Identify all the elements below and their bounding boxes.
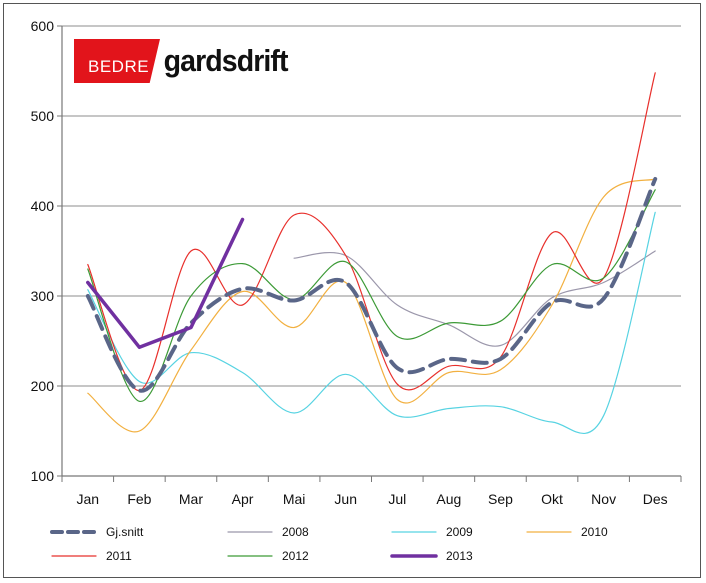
x-tick-label: Jul	[388, 491, 406, 507]
series-line-2008	[293, 250, 656, 347]
x-tick-label: Jun	[334, 491, 357, 507]
y-tick-label: 600	[31, 18, 55, 34]
logo-wordmark: gardsdrift	[163, 43, 289, 78]
series-line-2012	[87, 189, 656, 402]
logo: BEDRE gardsdrift	[74, 39, 299, 83]
x-tick-label: Des	[643, 491, 668, 507]
axes	[57, 25, 682, 482]
legend: Gj.snitt 2008 2009 2010 2011 2012 2013	[50, 525, 608, 563]
legend-label: 2009	[446, 525, 473, 539]
logo-red-block: BEDRE	[74, 39, 160, 83]
legend-label: 2011	[106, 549, 132, 563]
x-tick-label: Mai	[283, 491, 306, 507]
legend-label: Gj.snitt	[106, 525, 144, 539]
line-chart: 100 200 300 400 500 600 Jan Feb Mar Apr Mai Jun Jul…	[31, 18, 682, 563]
gridlines	[62, 25, 681, 387]
x-tick-label: Aug	[436, 491, 461, 507]
series-line-2009	[87, 211, 656, 435]
series-lines	[85, 72, 658, 435]
x-tick-label: Feb	[127, 491, 151, 507]
y-tick-label: 400	[31, 198, 55, 214]
series-line-2013	[86, 217, 245, 350]
x-tick-label: Nov	[591, 491, 616, 507]
series-line-gj-snitt	[85, 177, 658, 393]
legend-label: 2010	[581, 525, 608, 539]
y-tick-label: 200	[31, 378, 55, 394]
x-axis-labels: Jan Feb Mar Apr Mai Jun Jul Aug Sep Okt Nov Des	[77, 491, 668, 507]
series-line-2011	[87, 72, 656, 392]
x-tick-label: Apr	[232, 491, 254, 507]
x-tick-label: Mar	[179, 491, 203, 507]
y-axis-labels: 100 200 300 400 500 600	[31, 18, 55, 484]
legend-label: 2012	[282, 549, 309, 563]
series-line-2010	[87, 178, 656, 433]
y-tick-label: 300	[31, 288, 55, 304]
legend-label: 2008	[282, 525, 309, 539]
x-tick-label: Okt	[541, 491, 563, 507]
y-tick-label: 500	[31, 108, 55, 124]
chart-frame: 100 200 300 400 500 600 Jan Feb Mar Apr Mai Jun Jul…	[3, 3, 701, 578]
y-tick-label: 100	[31, 468, 55, 484]
legend-label: 2013	[446, 549, 473, 563]
x-tick-label: Sep	[488, 491, 513, 507]
x-tick-label: Jan	[77, 491, 100, 507]
